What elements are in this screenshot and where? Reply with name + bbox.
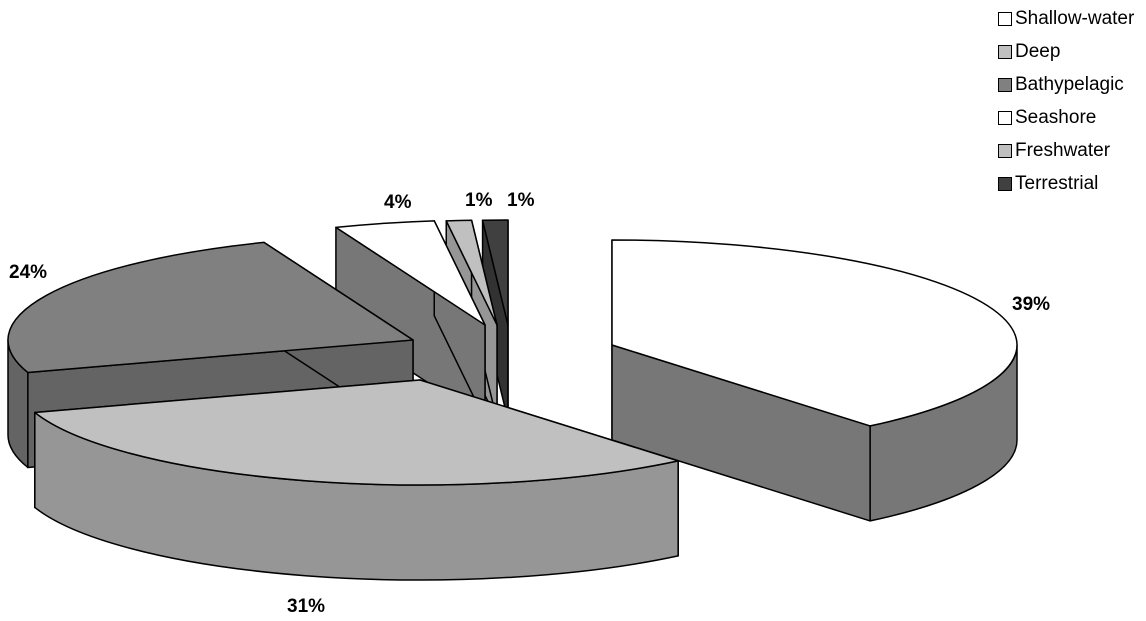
slice-top	[481, 219, 509, 326]
slice-label-bathypelagic: 24%	[9, 262, 47, 283]
legend-swatch	[998, 143, 1012, 158]
slice-label-freshwater: 1%	[465, 190, 493, 211]
slice-shallow-water	[611, 239, 1018, 522]
slice-label-deep: 31%	[287, 596, 325, 617]
slice-top	[445, 219, 498, 326]
slice-label-seashore: 4%	[384, 192, 412, 213]
legend-swatch	[998, 176, 1012, 191]
slice-top	[335, 220, 486, 326]
legend-item-bathypelagic: Bathypelagic	[998, 68, 1124, 101]
slice-top	[611, 239, 1018, 427]
legend-swatch	[998, 77, 1012, 92]
chart-legend: Shallow-water Deep Bathypelagic Seashore…	[998, 2, 1144, 200]
legend-swatch	[998, 110, 1012, 125]
legend-label: Shallow-water	[1015, 7, 1135, 29]
slice-top	[34, 379, 679, 486]
legend-item-seashore: Seashore	[998, 101, 1096, 134]
legend-item-deep: Deep	[998, 35, 1060, 68]
legend-label: Freshwater	[1015, 139, 1111, 161]
legend-swatch	[998, 44, 1012, 59]
pie-slices	[7, 219, 1018, 581]
slice-top	[7, 241, 414, 374]
legend-swatch	[998, 11, 1012, 26]
legend-item-shallow-water: Shallow-water	[998, 2, 1134, 35]
legend-label: Bathypelagic	[1015, 73, 1124, 95]
slice-seashore	[335, 220, 486, 421]
legend-item-terrestrial: Terrestrial	[998, 167, 1098, 200]
slice-label-shallow-water: 39%	[1012, 294, 1050, 315]
slice-label-terrestrial: 1%	[507, 190, 535, 211]
pie-labels: 39% 31% 24% 4% 1% 1%	[9, 190, 1050, 617]
slice-deep	[34, 379, 679, 581]
legend-label: Terrestrial	[1015, 172, 1099, 194]
legend-label: Deep	[1015, 40, 1061, 62]
legend-item-freshwater: Freshwater	[998, 134, 1110, 167]
legend-label: Seashore	[1015, 106, 1097, 128]
